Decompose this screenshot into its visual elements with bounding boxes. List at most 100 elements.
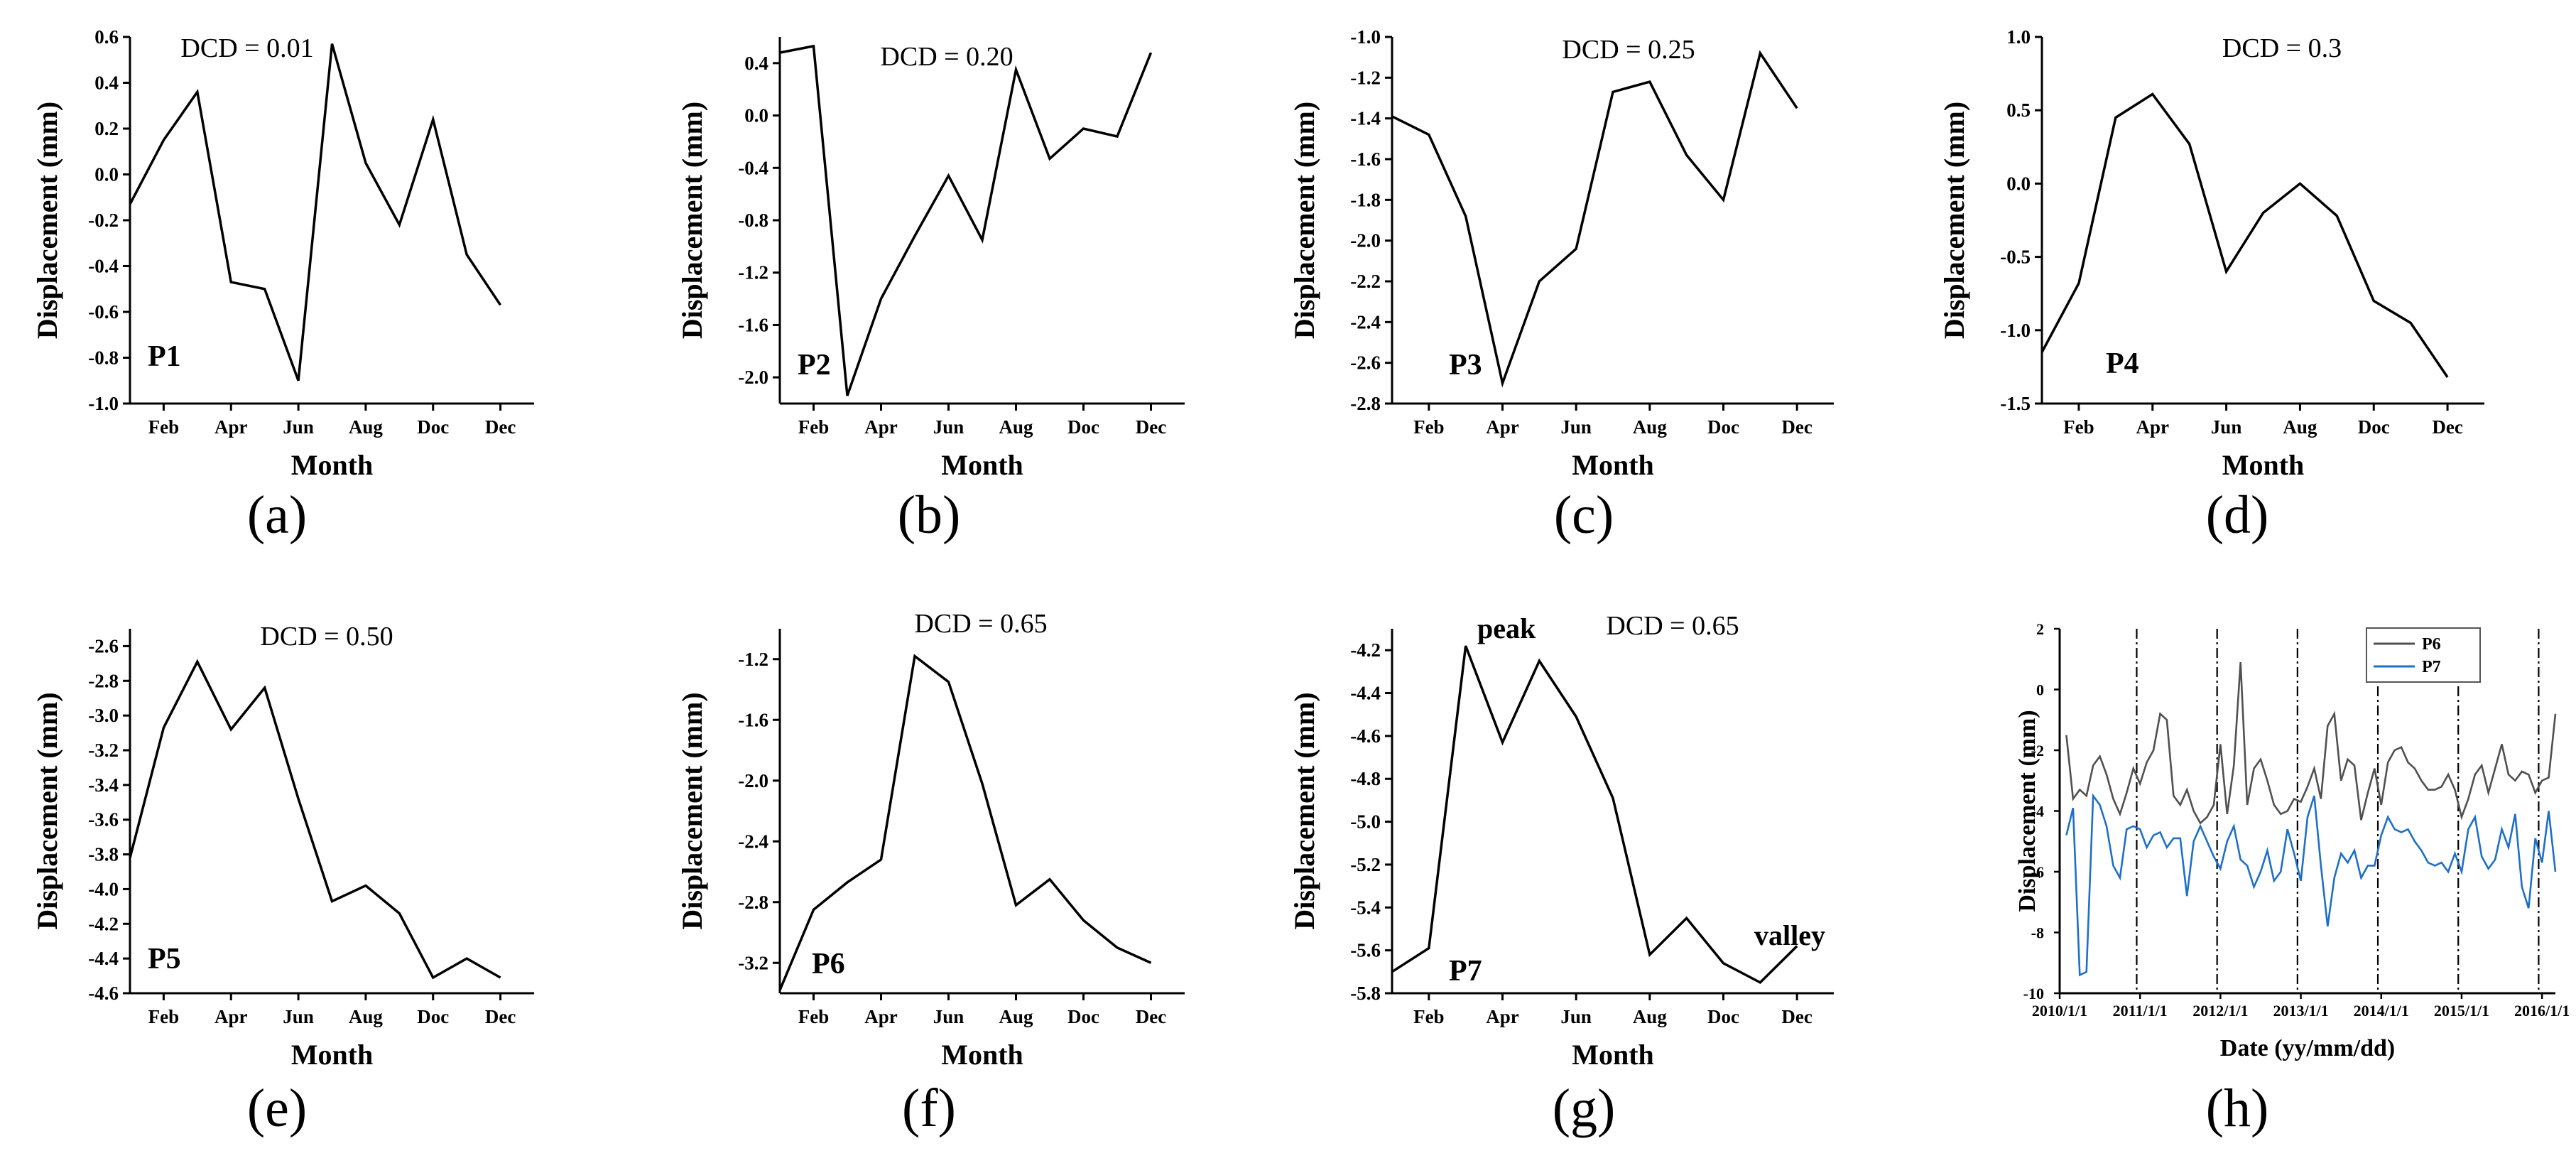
y-tick-label: -0.4 xyxy=(738,157,768,178)
x-tick-label: Jun xyxy=(1560,416,1592,438)
x-axis-label: Month xyxy=(291,449,374,481)
y-tick-label: -0.4 xyxy=(88,256,119,277)
valley-label: valley xyxy=(1754,919,1825,951)
data-line xyxy=(129,43,502,382)
x-axis-label: Month xyxy=(1572,1039,1654,1071)
y-axis-label: Displacement (mm) xyxy=(31,692,63,929)
x-tick-label: 2015/1/1 xyxy=(2434,1002,2489,1020)
y-tick-label: -1.0 xyxy=(1350,26,1381,48)
y-tick-label: -1.2 xyxy=(1350,67,1381,88)
y-tick-label: -2.0 xyxy=(738,770,768,791)
peak-label: peak xyxy=(1477,612,1536,644)
subplot-p3: -1.0 -1.2 -1.4 -1.6 -1.8 -2.0 -2.2 -2.4 -2.6 -2.8… xyxy=(1288,26,1834,545)
y-tick-label: -3.6 xyxy=(88,809,119,831)
x-tick-label: Aug xyxy=(999,1006,1033,1027)
legend-entry-p6: P6 xyxy=(2422,635,2441,654)
y-tick-label: -0.8 xyxy=(88,347,119,369)
y-tick-label: -2.0 xyxy=(1350,230,1381,252)
panel-label: (c) xyxy=(1554,485,1614,545)
panel-label: (a) xyxy=(247,485,307,545)
point-label: P2 xyxy=(798,349,831,382)
y-tick-label: -2.8 xyxy=(88,670,119,691)
y-tick-label: -1.8 xyxy=(1350,189,1381,210)
x-tick-label: Apr xyxy=(2136,416,2170,438)
y-tick-label: 1.0 xyxy=(2006,26,2031,48)
point-label: P4 xyxy=(2106,347,2139,380)
x-tick-label: Doc xyxy=(1067,416,1099,438)
x-tick-label: 2010/1/1 xyxy=(2032,1002,2087,1020)
y-tick-label: -6 xyxy=(2031,863,2044,881)
y-tick-label: -1.5 xyxy=(2000,393,2031,414)
x-tick-label: Feb xyxy=(1413,416,1445,438)
x-tick-label: 2014/1/1 xyxy=(2354,1002,2409,1020)
x-tick-label: Jun xyxy=(2211,416,2242,438)
x-tick-label: Aug xyxy=(999,416,1033,438)
subplot-p4: 1.0 0.5 0.0 -0.5 -1.0 -1.5 Feb Apr Jun Aug Doc Dec M… xyxy=(1938,26,2484,545)
subplot-p6: -1.2 -1.6 -2.0 -2.4 -2.8 -3.2 Feb Apr Jun Aug Doc D… xyxy=(676,609,1185,1138)
panel-label: (e) xyxy=(247,1078,307,1138)
dcd-annotation: DCD = 0.50 xyxy=(260,622,393,651)
y-tick-label: 0.0 xyxy=(2006,173,2031,194)
point-label: P5 xyxy=(148,943,181,975)
y-tick-label: -0.5 xyxy=(2000,247,2031,268)
x-axis-label: Month xyxy=(291,1039,374,1071)
x-tick-label: Doc xyxy=(1707,1006,1739,1027)
y-tick-label: -4.4 xyxy=(88,948,119,969)
subplot-p5: -2.6 -2.8 -3.0 -3.2 -3.4 -3.6 -3.8 -4.0 -4.2 -4.4… xyxy=(31,622,534,1138)
y-tick-label: 0 xyxy=(2036,681,2044,699)
y-tick-label: 2 xyxy=(2036,620,2044,638)
y-tick-label: -5.6 xyxy=(1350,940,1381,961)
y-tick-label: -1.6 xyxy=(1350,148,1381,170)
y-tick-label: -1.2 xyxy=(738,262,768,283)
y-tick-label: -1.2 xyxy=(738,649,768,670)
data-line xyxy=(129,659,501,980)
dcd-annotation: DCD = 0.25 xyxy=(1562,35,1695,65)
y-axis-label: Displacement (mm) xyxy=(1938,102,1970,339)
data-line xyxy=(1391,50,1798,388)
y-tick-label: 0.0 xyxy=(744,105,768,126)
panel-label: (h) xyxy=(2206,1078,2269,1138)
y-tick-label: 0.4 xyxy=(94,72,119,94)
panel-label: (d) xyxy=(2206,485,2269,545)
x-axis-label: Month xyxy=(1572,449,1654,481)
x-tick-label: Feb xyxy=(148,416,180,438)
x-tick-label: Apr xyxy=(1486,416,1519,438)
y-tick-label: -2.4 xyxy=(738,831,768,852)
x-tick-label: Jun xyxy=(933,416,964,438)
x-tick-label: 2011/1/1 xyxy=(2113,1002,2168,1020)
x-tick-label: Apr xyxy=(864,1006,898,1027)
y-tick-label: -3.2 xyxy=(738,952,768,973)
x-tick-label: Aug xyxy=(1633,416,1668,438)
y-tick-label: -5.8 xyxy=(1350,983,1381,1004)
x-tick-label: Feb xyxy=(798,416,830,438)
y-tick-label: -1.0 xyxy=(2000,320,2031,341)
data-line xyxy=(1391,645,1798,985)
y-tick-label: -2.0 xyxy=(738,367,768,388)
y-axis-label: Displacement (mm) xyxy=(31,102,63,339)
y-tick-label: -2.6 xyxy=(88,635,119,656)
y-tick-label: -5.0 xyxy=(1350,811,1381,833)
y-tick-label: -2 xyxy=(2031,742,2044,759)
y-axis-label: Displacement (mm) xyxy=(2014,710,2040,912)
x-tick-label: Feb xyxy=(2063,416,2094,438)
y-tick-label: 0.2 xyxy=(94,118,119,139)
x-tick-label: Aug xyxy=(349,416,384,438)
dcd-annotation: DCD = 0.65 xyxy=(1606,611,1739,641)
y-tick-label: -4.6 xyxy=(88,983,119,1004)
y-tick-label: -3.0 xyxy=(88,705,119,726)
y-tick-label: -0.8 xyxy=(738,210,768,231)
x-tick-label: Apr xyxy=(1486,1006,1519,1027)
x-axis-label: Month xyxy=(941,449,1023,481)
legend-entry-p7: P7 xyxy=(2422,658,2441,676)
x-tick-label: Jun xyxy=(1560,1006,1592,1027)
x-tick-label: Jun xyxy=(283,416,314,438)
x-tick-label: Dec xyxy=(2432,416,2462,438)
series-line-p6 xyxy=(2065,661,2557,825)
x-tick-label: Aug xyxy=(349,1006,384,1027)
panel-label: (f) xyxy=(902,1078,956,1138)
x-tick-label: Doc xyxy=(2358,416,2390,438)
x-axis-label: Month xyxy=(941,1039,1023,1071)
x-tick-label: Doc xyxy=(1707,416,1739,438)
